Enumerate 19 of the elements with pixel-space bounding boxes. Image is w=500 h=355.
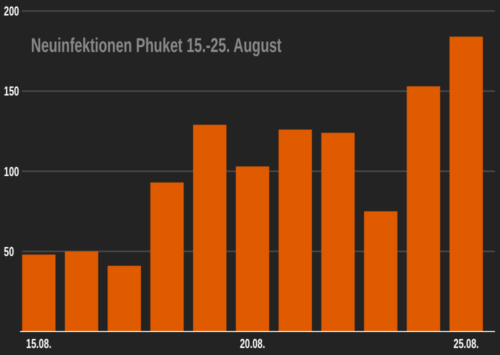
bar [406, 86, 440, 332]
x-tick-label: 15.08. [26, 338, 52, 352]
bar [278, 130, 312, 332]
bar [364, 211, 398, 332]
y-tick-label: 50 [4, 246, 14, 260]
bar [236, 166, 270, 332]
y-tick-label: 100 [4, 165, 20, 180]
bar [22, 254, 56, 332]
x-tick-label: 25.08. [454, 338, 479, 352]
bar [64, 251, 98, 332]
bar [321, 132, 355, 332]
bar [108, 266, 141, 332]
x-tick-label: 20.08. [240, 338, 266, 352]
text: Neuinfektionen Phuket 15.-25. August [31, 33, 282, 57]
y-tick-label: 150 [4, 85, 20, 100]
bar [193, 124, 226, 332]
bar [150, 182, 184, 332]
bar [450, 36, 483, 332]
y-tick-label: 200 [4, 5, 20, 20]
